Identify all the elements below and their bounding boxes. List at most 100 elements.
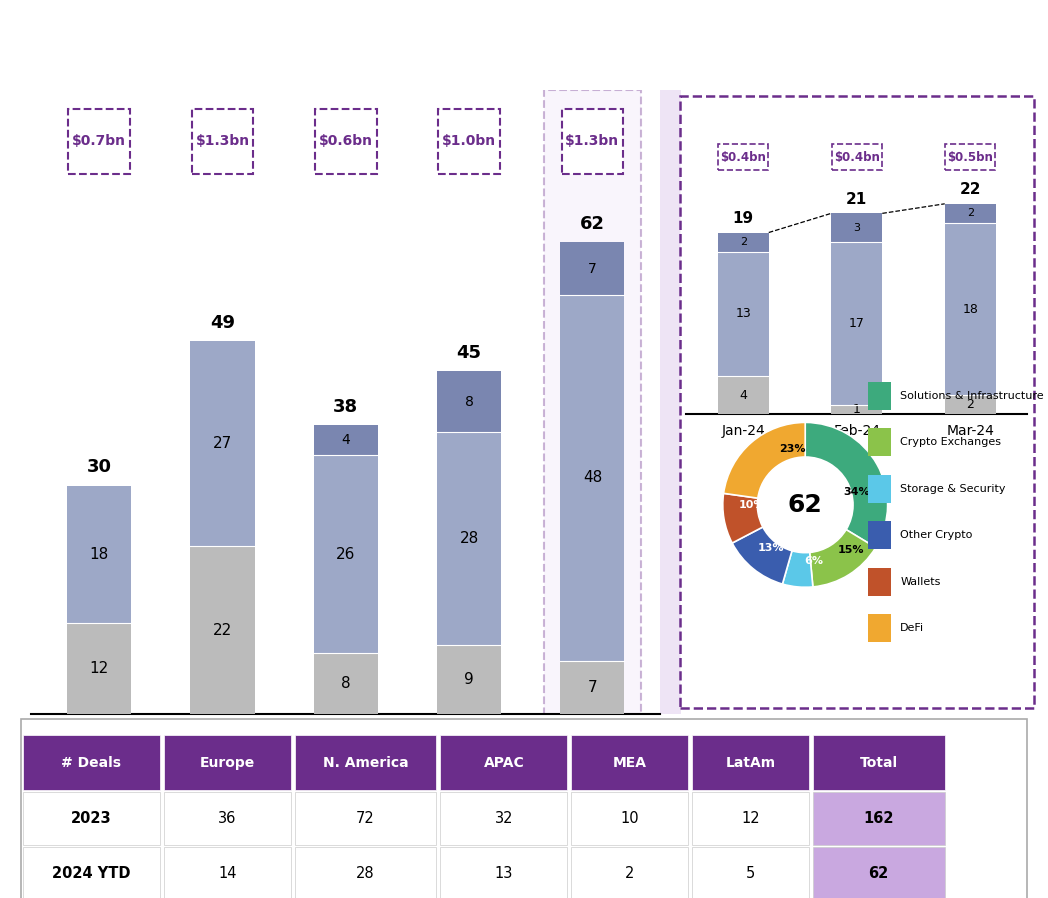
FancyBboxPatch shape xyxy=(315,109,376,173)
Text: 12: 12 xyxy=(90,661,109,675)
Text: $1.3bn: $1.3bn xyxy=(196,134,249,148)
Text: 22: 22 xyxy=(960,182,981,197)
Text: 8: 8 xyxy=(464,395,474,409)
Bar xyxy=(313,425,378,455)
FancyBboxPatch shape xyxy=(163,792,290,845)
Text: Total: Total xyxy=(859,755,898,770)
Bar xyxy=(67,622,131,714)
Text: 14: 14 xyxy=(218,866,237,881)
FancyBboxPatch shape xyxy=(23,735,159,790)
Text: 26: 26 xyxy=(336,547,355,561)
Text: $0.6bn: $0.6bn xyxy=(319,134,373,148)
Text: 4: 4 xyxy=(342,433,350,447)
Text: 22: 22 xyxy=(213,622,233,638)
Bar xyxy=(437,372,501,432)
FancyBboxPatch shape xyxy=(692,735,809,790)
Text: Storage & Security: Storage & Security xyxy=(900,484,1006,494)
Text: 48: 48 xyxy=(583,471,602,486)
Text: 49: 49 xyxy=(210,313,235,332)
Text: DeFi: DeFi xyxy=(900,623,924,633)
Text: 30: 30 xyxy=(87,459,112,477)
Bar xyxy=(718,233,769,251)
Bar xyxy=(831,242,882,405)
Bar xyxy=(67,486,131,622)
Text: 4: 4 xyxy=(739,389,747,401)
FancyBboxPatch shape xyxy=(544,90,640,726)
Bar xyxy=(944,204,996,223)
FancyBboxPatch shape xyxy=(23,792,159,845)
Text: 10: 10 xyxy=(620,811,639,826)
FancyBboxPatch shape xyxy=(813,735,944,790)
Text: Europe: Europe xyxy=(199,755,255,770)
Bar xyxy=(868,568,891,595)
Text: 23%: 23% xyxy=(780,444,806,453)
Bar xyxy=(561,661,625,714)
Text: Solutions & Infrastructure: Solutions & Infrastructure xyxy=(900,391,1044,401)
Text: $0.5bn: $0.5bn xyxy=(947,151,994,164)
Bar xyxy=(561,242,625,295)
FancyBboxPatch shape xyxy=(679,96,1034,708)
Text: $0.7bn: $0.7bn xyxy=(72,134,126,148)
Text: 5: 5 xyxy=(746,866,755,881)
Bar xyxy=(313,653,378,714)
Bar xyxy=(718,376,769,414)
Text: Crypto Exchanges: Crypto Exchanges xyxy=(900,437,1001,447)
Text: N. America: N. America xyxy=(323,755,409,770)
Wedge shape xyxy=(805,422,888,548)
FancyBboxPatch shape xyxy=(832,145,881,171)
Bar xyxy=(868,474,891,503)
Text: 2: 2 xyxy=(740,237,747,247)
Text: 12: 12 xyxy=(741,811,760,826)
FancyBboxPatch shape xyxy=(813,792,944,845)
Text: 3: 3 xyxy=(853,223,860,233)
FancyBboxPatch shape xyxy=(440,735,567,790)
Wedge shape xyxy=(810,530,876,587)
Bar xyxy=(868,614,891,642)
Bar xyxy=(944,395,996,414)
Bar xyxy=(944,223,996,395)
FancyBboxPatch shape xyxy=(692,792,809,845)
Text: 9: 9 xyxy=(464,673,474,687)
Text: $1.3bn: $1.3bn xyxy=(565,134,619,148)
Text: 7: 7 xyxy=(588,680,597,695)
Text: 21: 21 xyxy=(846,191,868,207)
FancyBboxPatch shape xyxy=(163,847,290,898)
Wedge shape xyxy=(733,527,792,584)
Circle shape xyxy=(608,19,1048,67)
Text: Other Crypto: Other Crypto xyxy=(900,530,973,541)
FancyBboxPatch shape xyxy=(692,847,809,898)
Text: Crypto and Blockchain: Crypto and Blockchain xyxy=(41,31,340,55)
Bar xyxy=(561,295,625,661)
Text: ⊕: ⊕ xyxy=(989,34,1008,55)
Text: 2023: 2023 xyxy=(71,811,112,826)
FancyBboxPatch shape xyxy=(945,145,996,171)
FancyBboxPatch shape xyxy=(571,847,687,898)
Text: 7: 7 xyxy=(588,261,596,276)
Text: 19: 19 xyxy=(733,211,754,225)
Bar xyxy=(313,455,378,653)
Text: 13%: 13% xyxy=(758,542,784,552)
Text: 62: 62 xyxy=(869,866,889,881)
Text: 62: 62 xyxy=(580,215,605,233)
Text: 18: 18 xyxy=(962,303,978,315)
Text: 28: 28 xyxy=(356,866,375,881)
Text: MEA: MEA xyxy=(613,755,647,770)
Bar xyxy=(868,428,891,456)
Text: 72: 72 xyxy=(356,811,375,826)
FancyBboxPatch shape xyxy=(163,735,290,790)
Text: 162: 162 xyxy=(864,811,894,826)
Bar xyxy=(868,382,891,409)
Text: 13: 13 xyxy=(736,307,751,321)
Text: Wallets: Wallets xyxy=(900,577,940,586)
Text: 38: 38 xyxy=(333,398,358,416)
Text: 15%: 15% xyxy=(837,545,864,555)
Text: 10%: 10% xyxy=(739,500,765,510)
Text: # Deals: # Deals xyxy=(62,755,122,770)
FancyBboxPatch shape xyxy=(440,792,567,845)
Bar xyxy=(191,341,255,547)
Text: 45: 45 xyxy=(457,344,482,362)
Text: 8: 8 xyxy=(341,676,351,691)
FancyBboxPatch shape xyxy=(440,847,567,898)
FancyBboxPatch shape xyxy=(294,735,436,790)
Bar xyxy=(868,521,891,550)
